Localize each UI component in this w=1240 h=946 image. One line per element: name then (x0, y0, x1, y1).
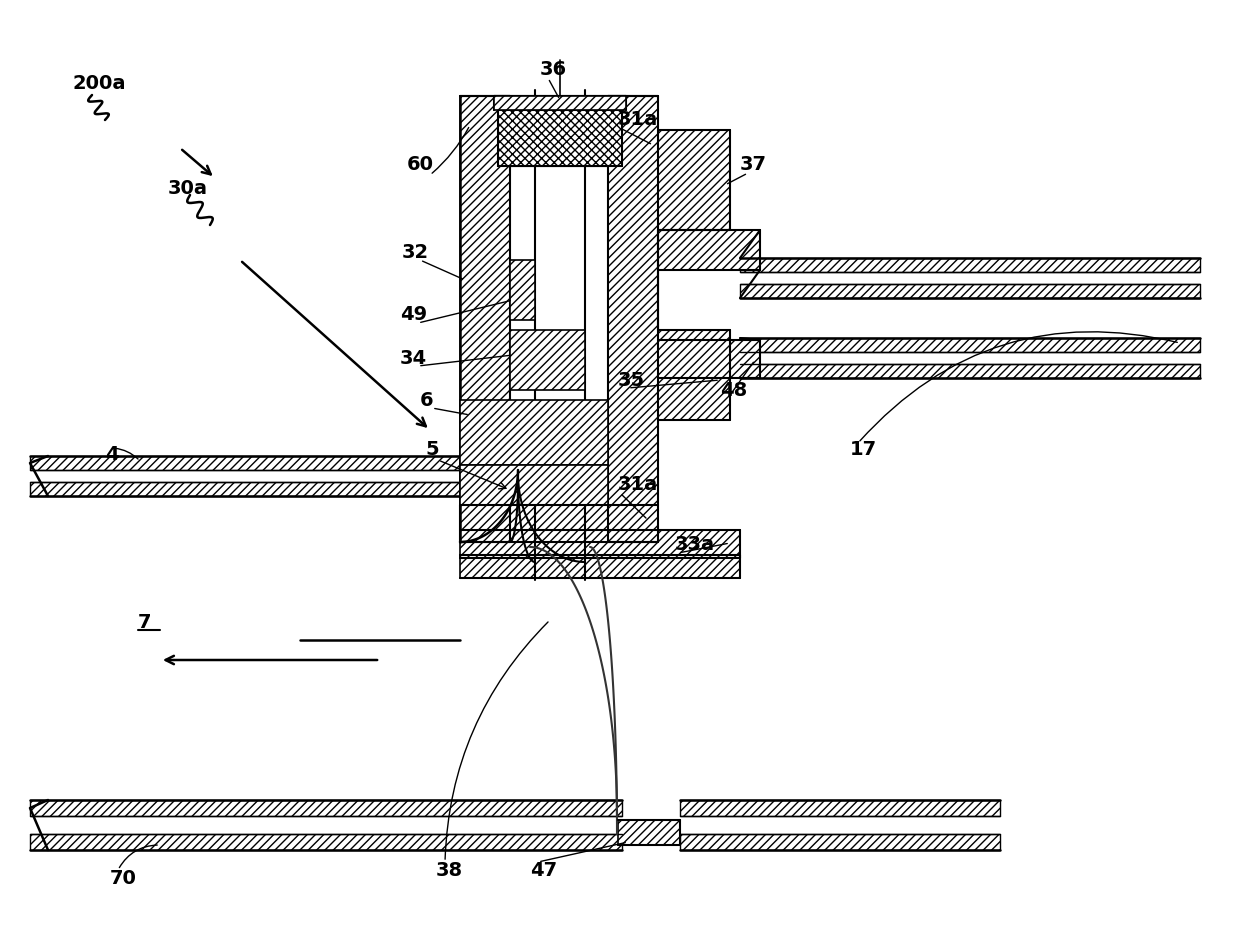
Text: 200a: 200a (72, 75, 125, 94)
Polygon shape (658, 330, 730, 420)
Polygon shape (510, 260, 534, 320)
Text: 7: 7 (138, 612, 151, 632)
Text: 48: 48 (720, 380, 748, 399)
Text: 38: 38 (436, 861, 463, 880)
Polygon shape (30, 456, 523, 470)
Polygon shape (460, 400, 608, 465)
Text: 6: 6 (420, 391, 434, 410)
Polygon shape (658, 340, 760, 378)
Text: 47: 47 (529, 861, 557, 880)
Text: 5: 5 (425, 441, 439, 460)
Text: 36: 36 (539, 61, 567, 79)
Polygon shape (510, 330, 585, 390)
Text: 17: 17 (849, 441, 877, 460)
Text: 31a: 31a (618, 111, 658, 130)
Text: 33a: 33a (675, 535, 715, 554)
Polygon shape (740, 284, 1200, 298)
Text: 37: 37 (740, 155, 768, 174)
Polygon shape (460, 465, 608, 505)
Text: 4: 4 (105, 446, 119, 464)
Polygon shape (460, 96, 510, 542)
Polygon shape (740, 364, 1200, 378)
Polygon shape (680, 800, 999, 816)
Polygon shape (494, 96, 626, 110)
Polygon shape (618, 820, 680, 845)
Polygon shape (680, 834, 999, 850)
Polygon shape (740, 338, 1200, 352)
Text: 35: 35 (618, 371, 645, 390)
Polygon shape (30, 482, 523, 496)
Text: 49: 49 (401, 306, 427, 324)
Polygon shape (460, 555, 740, 578)
Polygon shape (740, 258, 1200, 272)
Polygon shape (658, 130, 730, 230)
Polygon shape (460, 505, 658, 542)
Text: 31a: 31a (618, 476, 658, 495)
Text: 30a: 30a (167, 179, 208, 198)
Polygon shape (30, 834, 622, 850)
Polygon shape (658, 230, 760, 270)
Text: 70: 70 (110, 868, 136, 887)
Text: 34: 34 (401, 348, 427, 367)
Polygon shape (30, 800, 622, 816)
Text: 60: 60 (407, 155, 434, 174)
Polygon shape (460, 530, 740, 558)
Polygon shape (608, 96, 658, 542)
Polygon shape (498, 110, 622, 166)
Text: 32: 32 (402, 242, 429, 261)
